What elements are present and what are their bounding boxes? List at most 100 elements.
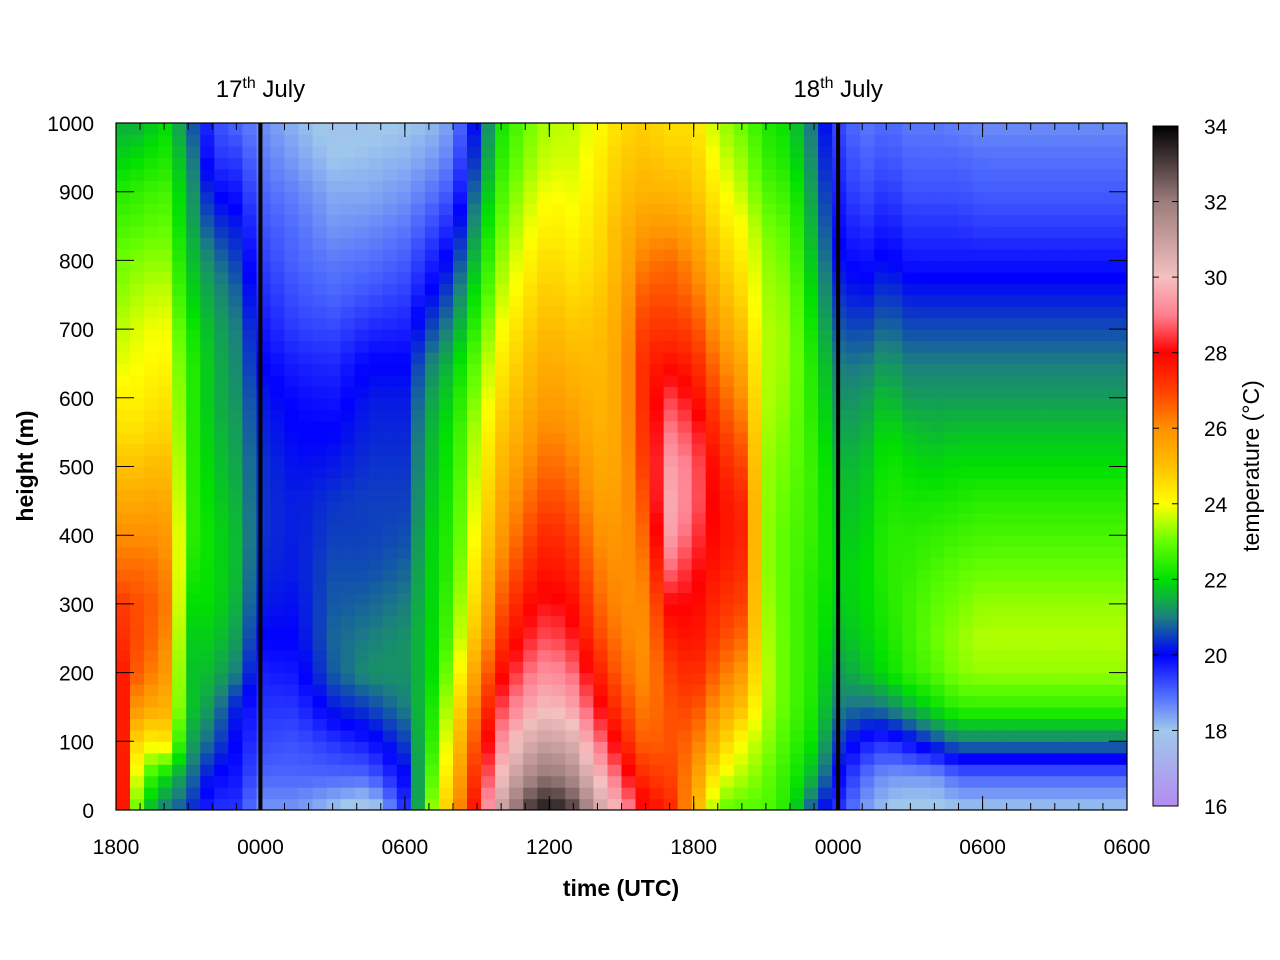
heat-cell	[775, 684, 791, 697]
heat-cell	[621, 237, 637, 250]
heat-cell	[270, 168, 286, 181]
heat-cell	[312, 248, 328, 261]
heat-cell	[902, 615, 917, 628]
heat-cell	[537, 397, 552, 410]
heat-cell	[116, 798, 131, 810]
heat-cell	[1084, 695, 1100, 708]
heat-cell	[467, 317, 482, 330]
heat-cell	[649, 397, 665, 410]
heat-cell	[804, 386, 819, 399]
heat-cell	[354, 581, 370, 594]
heat-cell	[1056, 203, 1072, 216]
heat-cell	[158, 592, 173, 605]
heat-cell	[607, 581, 623, 594]
heat-cell	[719, 615, 735, 628]
heat-cell	[747, 374, 763, 387]
heat-cell	[1014, 512, 1030, 525]
heat-cell	[958, 661, 974, 674]
heat-cell	[144, 569, 159, 582]
heat-cell	[495, 798, 510, 810]
heat-cell	[495, 329, 510, 342]
heat-cell	[635, 145, 651, 158]
heat-cell	[888, 145, 903, 158]
heat-cell	[1084, 260, 1100, 273]
heat-cell	[382, 661, 398, 674]
heat-cell	[410, 374, 426, 387]
heat-cell	[635, 661, 651, 674]
heat-cell	[467, 546, 482, 559]
heat-cell	[649, 615, 665, 628]
heat-cell	[537, 523, 552, 536]
heat-cell	[1000, 226, 1016, 239]
heat-cell	[1098, 271, 1114, 284]
heat-cell	[214, 741, 229, 754]
heat-cell	[368, 466, 384, 479]
heat-cell	[972, 283, 988, 296]
heat-cell	[747, 649, 763, 662]
heat-cell	[537, 214, 552, 227]
heat-cell	[761, 706, 777, 719]
heat-cell	[284, 317, 300, 330]
heat-cell	[579, 489, 595, 502]
heat-cell	[916, 203, 932, 216]
heat-cell	[1042, 706, 1058, 719]
heat-cell	[733, 489, 749, 502]
heat-cell	[368, 684, 384, 697]
heat-cell	[916, 592, 932, 605]
heat-cell	[804, 546, 819, 559]
heat-cell	[1098, 764, 1114, 777]
heat-cell	[396, 500, 412, 513]
heat-cell	[691, 649, 707, 662]
heat-cell	[691, 523, 707, 536]
heat-cell	[509, 512, 524, 525]
heat-cell	[860, 145, 875, 158]
heat-cell	[453, 569, 468, 582]
heat-cell	[467, 248, 482, 261]
heat-cell	[368, 718, 384, 731]
heat-cell	[172, 157, 187, 170]
heat-cell	[340, 420, 356, 433]
heat-cell	[270, 134, 286, 147]
heat-cell	[761, 775, 777, 788]
heat-cell	[340, 489, 356, 502]
heat-cell	[228, 317, 243, 330]
heat-cell	[228, 500, 243, 513]
heat-cell	[579, 271, 595, 284]
heat-cell	[860, 764, 875, 777]
heat-cell	[1056, 294, 1072, 307]
heat-cell	[298, 397, 314, 410]
heat-cell	[972, 306, 988, 319]
heat-cell	[1042, 260, 1058, 273]
heat-cell	[579, 260, 595, 273]
heat-cell	[509, 420, 524, 433]
heat-cell	[593, 489, 609, 502]
heat-cell	[242, 649, 258, 662]
heat-cell	[747, 512, 763, 525]
heat-cell	[509, 626, 524, 639]
heat-cell	[874, 409, 889, 422]
heat-cell	[958, 592, 974, 605]
heat-cell	[116, 455, 131, 468]
heat-cell	[1056, 729, 1072, 742]
heat-cell	[1084, 294, 1100, 307]
heat-cell	[874, 443, 889, 456]
heat-cell	[228, 134, 243, 147]
heat-cell	[284, 340, 300, 353]
heat-cell	[860, 443, 875, 456]
heat-cell	[663, 764, 679, 777]
heat-cell	[790, 638, 805, 651]
heat-cell	[1014, 145, 1030, 158]
heat-cell	[649, 592, 665, 605]
heat-cell	[200, 569, 215, 582]
heat-cell	[523, 523, 538, 536]
heat-cell	[424, 306, 440, 319]
heat-cell	[1014, 695, 1030, 708]
heat-cell	[677, 798, 693, 810]
heat-cell	[270, 203, 286, 216]
heat-cell	[424, 180, 440, 193]
heat-cell	[747, 283, 763, 296]
heat-cell	[1112, 661, 1127, 674]
heat-cell	[158, 798, 173, 810]
heat-cell	[804, 729, 819, 742]
heat-cell	[1070, 787, 1086, 800]
